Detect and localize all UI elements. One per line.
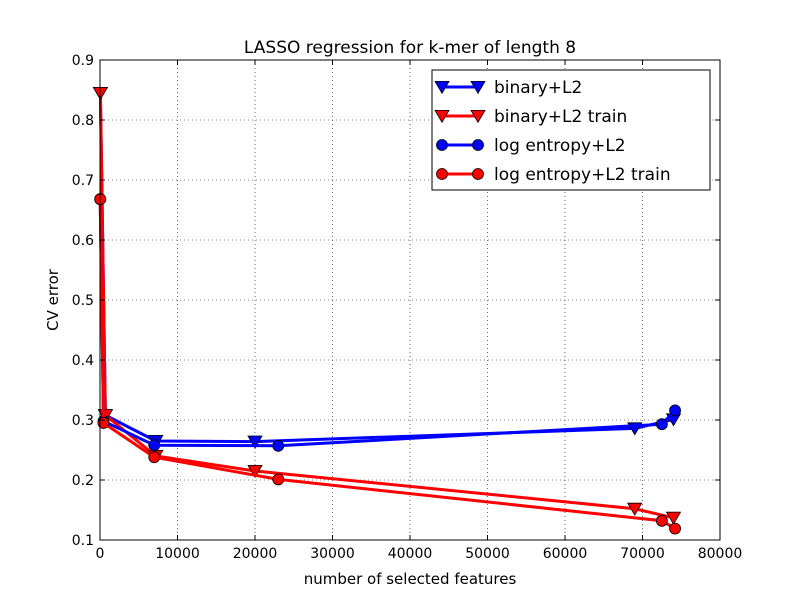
y-tick-label: 0.6 <box>72 233 94 249</box>
x-tick-label: 20000 <box>233 546 278 562</box>
ticks: 0 10000 20000 30000 40000 50000 60000 70000 8000… <box>72 53 743 562</box>
y-tick-label: 0.9 <box>72 53 94 69</box>
data-point <box>665 511 682 525</box>
data-point <box>272 439 285 452</box>
legend-entry: log entropy+L2 train <box>436 165 671 185</box>
data-point <box>627 502 643 516</box>
data-point <box>247 464 263 479</box>
legend-label: binary+L2 <box>494 78 582 98</box>
data-point <box>272 473 285 486</box>
x-tick-label: 0 <box>96 546 105 562</box>
data-point <box>247 435 263 449</box>
legend-marker <box>436 168 448 180</box>
legend: binary+L2 binary+L2 train log entropy+L2 lo… <box>431 69 711 191</box>
series-line <box>98 92 674 520</box>
y-tick-label: 0.1 <box>72 533 94 549</box>
y-tick-label: 0.2 <box>72 473 94 489</box>
legend-marker <box>470 110 486 124</box>
legend-marker <box>436 139 448 151</box>
legend-marker <box>472 168 484 180</box>
y-tick-label: 0.4 <box>72 353 94 369</box>
y-tick-label: 0.5 <box>72 293 94 309</box>
data-point <box>148 451 161 464</box>
x-tick-label: 40000 <box>388 546 433 562</box>
x-axis-label: number of selected features <box>304 570 517 588</box>
y-tick-label: 0.3 <box>72 413 94 429</box>
data-point <box>655 514 668 527</box>
legend-marker <box>434 81 450 95</box>
y-tick-label: 0.8 <box>72 113 94 129</box>
legend-entry: log entropy+L2 <box>436 136 626 156</box>
x-tick-label: 60000 <box>543 546 588 562</box>
legend-marker <box>470 81 486 95</box>
y-tick-label: 0.7 <box>72 173 94 189</box>
legend-label: log entropy+L2 train <box>494 165 671 185</box>
legend-entry: binary+L2 <box>434 78 582 98</box>
x-tick-label: 30000 <box>310 546 355 562</box>
data-point <box>669 404 681 417</box>
y-axis-label: CV error <box>44 268 62 331</box>
legend-marker <box>434 110 450 124</box>
chart-title: LASSO regression for k-mer of length 8 <box>244 38 576 58</box>
series-layer <box>92 87 682 535</box>
data-point <box>669 522 681 535</box>
legend-entry: binary+L2 train <box>434 107 627 127</box>
data-point <box>655 418 668 431</box>
x-tick-label: 50000 <box>465 546 510 562</box>
x-tick-label: 10000 <box>155 546 200 562</box>
data-point <box>148 439 161 452</box>
x-tick-label: 80000 <box>698 546 743 562</box>
legend-marker <box>472 139 484 151</box>
x-tick-label: 70000 <box>620 546 665 562</box>
legend-label: binary+L2 train <box>494 107 627 127</box>
legend-label: log entropy+L2 <box>494 136 626 156</box>
